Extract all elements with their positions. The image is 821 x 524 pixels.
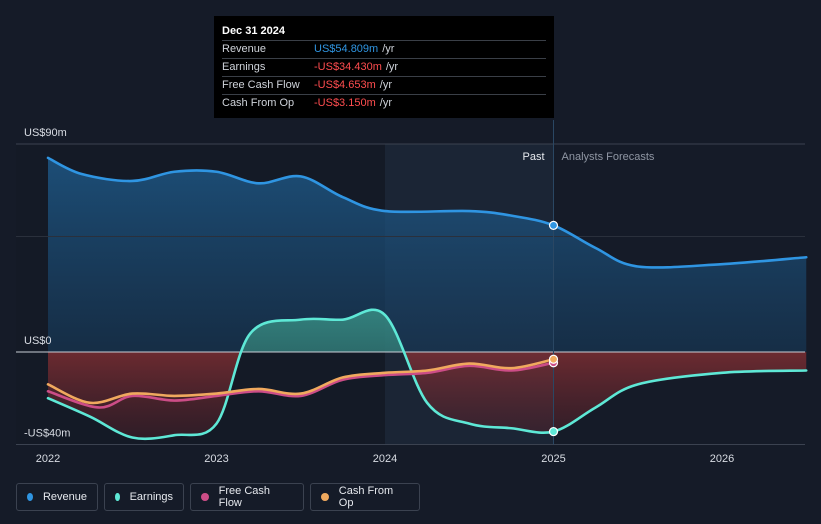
tooltip-date: Dec 31 2024 [222,25,285,37]
tooltip-unit: /yr [379,97,392,109]
tooltip-row-cash-from-op: Cash From Op -US$3.150m /yr [222,94,546,112]
legend-label: Earnings [129,491,173,503]
x-tick-2025: 2025 [541,453,565,465]
legend-dot-icon [201,493,209,501]
tooltip: Dec 31 2024 Revenue US$54.809m /yr Earni… [214,16,554,118]
legend-item-revenue[interactable]: Revenue [16,483,98,511]
revenue-area [48,157,807,352]
legend-dot-icon [27,493,33,501]
earnings-marker [548,426,559,437]
legend-item-cash-from-op[interactable]: Cash From Op [310,483,420,511]
y-tick-zero: US$0 [24,335,52,347]
forecast-label: Analysts Forecasts [562,151,655,163]
x-tick-2024: 2024 [373,453,397,465]
x-tick-2022: 2022 [36,453,60,465]
tooltip-unit: /yr [385,61,399,73]
y-tick-top: US$90m [24,127,67,139]
tooltip-value: -US$3.150m [314,97,376,109]
revenue-marker [548,220,559,230]
tooltip-value: -US$4.653m [314,79,376,91]
tooltip-label: Earnings [222,61,266,73]
earnings-area-negative [48,352,807,439]
legend-label: Revenue [42,491,87,503]
tooltip-unit: /yr [382,43,395,55]
tooltip-value: US$54.809m [314,43,379,55]
tooltip-label: Free Cash Flow [222,79,300,91]
cash-from-op-marker [548,354,559,364]
past-label: Past [522,151,544,163]
cash-from-op-line [46,357,555,405]
tooltip-row-free-cash-flow: Free Cash Flow -US$4.653m /yr [222,76,546,94]
x-tick-2023: 2023 [204,453,228,465]
legend-label: Cash From Op [338,485,394,509]
tooltip-label: Revenue [222,43,267,55]
legend-label: Free Cash Flow [218,485,271,509]
tooltip-row-earnings: Earnings -US$34.430m /yr [222,58,546,76]
tooltip-unit: /yr [379,79,392,91]
free-cash-flow-line [46,361,555,409]
legend-item-free-cash-flow[interactable]: Free Cash Flow [190,483,304,511]
y-tick-bottom: -US$40m [24,427,70,439]
x-tick-2026: 2026 [710,453,734,465]
tooltip-row-revenue: Revenue US$54.809m /yr [222,40,546,58]
legend-item-earnings[interactable]: Earnings [104,483,184,511]
revenue-line [46,156,808,269]
tooltip-label: Cash From Op [222,97,295,109]
tooltip-value: -US$34.430m [314,61,382,73]
legend-dot-icon [115,493,120,501]
legend-dot-icon [321,493,329,501]
earnings-line [46,308,808,441]
